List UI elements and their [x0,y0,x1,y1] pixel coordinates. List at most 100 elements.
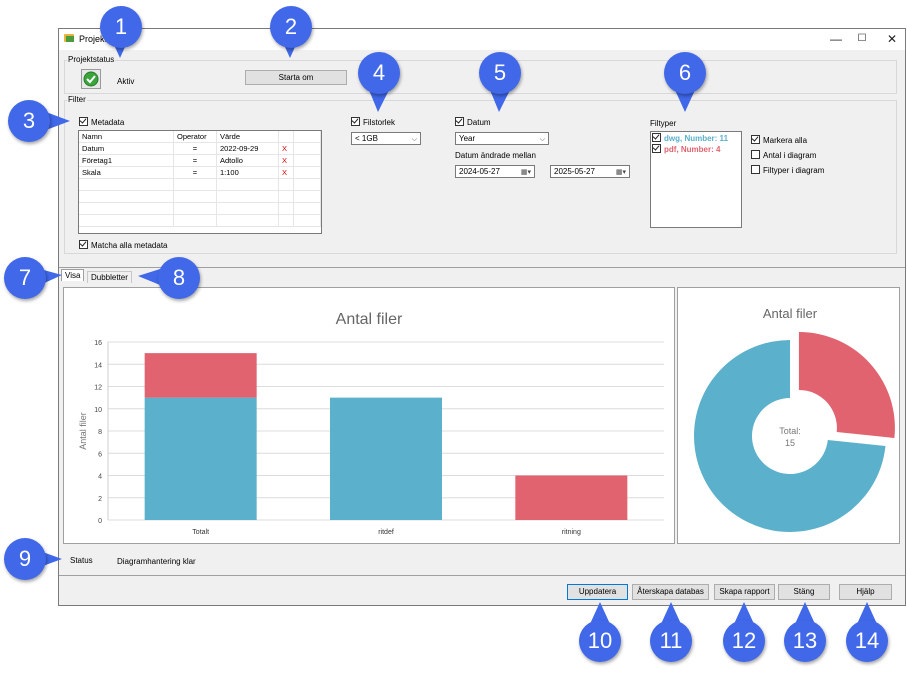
bar-chart-panel: Antal filer 0 2 4 6 8 10 12 14 16 Antal filer Total… [63,287,675,544]
metadata-checkbox[interactable]: Metadata [79,117,124,127]
callout-6: 6 [664,52,706,94]
y-tick-label: 8 [98,429,102,436]
table-row-empty[interactable] [79,202,321,215]
checkmark-icon [83,71,99,87]
bar-dwg [144,397,257,520]
y-tick-label: 10 [94,407,102,414]
date-period-value: Year [459,134,476,143]
count-in-chart-checkbox[interactable]: Antal i diagram [751,150,816,160]
project-status-window: Projektstatus — ☐ ✕ Projektstatus Aktiv … [58,28,906,606]
cell-name[interactable]: Företag1 [79,154,174,167]
cell-value[interactable]: Adtollo [216,154,279,167]
table-row[interactable]: Datum = 2022-09-29 X [79,142,321,155]
bar-pdf [515,475,628,520]
callout-11: 11 [650,620,692,662]
filter-group-label: Filter [67,95,87,104]
cell-name[interactable]: Datum [79,142,174,155]
table-row-empty[interactable] [79,214,321,227]
callout-14: 14 [846,620,888,662]
filetype-item-dwg[interactable]: dwg, Number: 11 [652,133,728,143]
y-tick-label: 2 [98,496,102,503]
donut-slice-pdf [798,331,895,439]
types-in-chart-label: Filtyper i diagram [763,166,825,175]
table-row-empty[interactable] [79,190,321,203]
delete-row-button[interactable]: X [278,154,294,167]
match-all-checkbox[interactable]: Matcha alla metadata [79,240,168,250]
count-in-chart-check-icon [751,150,760,159]
status-state: Aktiv [117,77,135,86]
cell-value[interactable]: 2022-09-29 [216,142,279,155]
active-status-button[interactable] [81,69,101,89]
filter-group [64,100,897,254]
filesize-checkbox[interactable]: Filstorlek [351,117,395,127]
callout-10: 10 [579,620,621,662]
table-row-empty[interactable] [79,178,321,191]
minimize-button[interactable]: — [830,32,842,46]
title-bar: Projektstatus — ☐ ✕ [59,29,905,50]
close-window-button[interactable]: ✕ [886,32,898,46]
donut-center-value: 15 [785,438,795,448]
rebuild-database-button[interactable]: Återskapa databas [632,584,709,600]
table-row[interactable]: Företag1 = Adtollo X [79,154,321,167]
cell-operator[interactable]: = [173,142,217,155]
metadata-label: Metadata [91,118,125,127]
donut-center-label: Total: [779,426,801,436]
cell-value[interactable]: 1:100 [216,166,279,179]
delete-row-button[interactable]: X [278,166,294,179]
y-tick-label: 12 [94,385,102,392]
filesize-select[interactable]: < 1GB ⌵ [351,132,421,145]
col-value: Värde [216,131,279,143]
cell-operator[interactable]: = [173,154,217,167]
tab-visa[interactable]: Visa [61,269,85,281]
date-to-picker[interactable]: 2025-05-27 ▦▾ [550,165,630,178]
create-report-button[interactable]: Skapa rapport [714,584,775,600]
close-button[interactable]: Stäng [778,584,830,600]
date-period-select[interactable]: Year ⌵ [455,132,549,145]
tab-separator [59,267,905,268]
callout-13: 13 [784,620,826,662]
date-checkbox[interactable]: Datum [455,117,491,127]
help-button[interactable]: Hjälp [839,584,892,600]
select-all-checkbox[interactable]: Markera alla [751,135,807,145]
callout-12: 12 [723,620,765,662]
types-in-chart-checkbox[interactable]: Filtyper i diagram [751,165,824,175]
filesize-value: < 1GB [355,134,378,143]
restart-button[interactable]: Starta om [245,70,347,85]
update-button[interactable]: Uppdatera [567,584,628,600]
cell-name[interactable]: Skala [79,166,174,179]
filesize-label: Filstorlek [363,118,396,127]
callout-1: 1 [100,6,142,48]
status-text: Diagramhantering klar [117,557,196,566]
callout-9: 9 [4,538,46,580]
donut-chart-panel: Antal filer Total: 15 [677,287,900,544]
filesize-check-icon [351,117,360,126]
callout-2: 2 [270,6,312,48]
chevron-down-icon: ⌵ [411,136,417,143]
x-tick-label: Totalt [192,529,209,536]
callout-8: 8 [158,257,200,299]
donut-chart: Antal filer Total: 15 [693,306,895,532]
select-all-label: Markera alla [763,136,808,145]
callout-4: 4 [358,52,400,94]
table-row[interactable]: Skala = 1:100 X [79,166,321,179]
tab-duplicates[interactable]: Dubbletter [87,271,132,283]
callout-7: 7 [4,257,46,299]
callout-3: 3 [8,100,50,142]
col-name: Namn [79,131,174,143]
maximize-button[interactable]: ☐ [857,33,867,44]
status-group-label: Projektstatus [67,55,116,64]
metadata-check-icon [79,117,88,126]
col-operator: Operator [173,131,217,143]
filetypes-label: Filtyper [650,119,677,128]
donut-chart-title: Antal filer [763,306,818,321]
date-from-picker[interactable]: 2024-05-27 ▦▾ [455,165,535,178]
delete-row-button[interactable]: X [278,142,294,155]
pdf-check-icon [652,144,661,153]
cell-operator[interactable]: = [173,166,217,179]
table-header: Namn Operator Värde [79,131,321,143]
status-group [64,60,897,94]
metadata-table[interactable]: Namn Operator Värde Datum = 2022-09-29 X… [78,130,322,234]
types-in-chart-check-icon [751,165,760,174]
filetypes-list[interactable]: dwg, Number: 11 pdf, Number: 4 [650,131,742,228]
filetype-item-pdf[interactable]: pdf, Number: 4 [652,144,720,154]
